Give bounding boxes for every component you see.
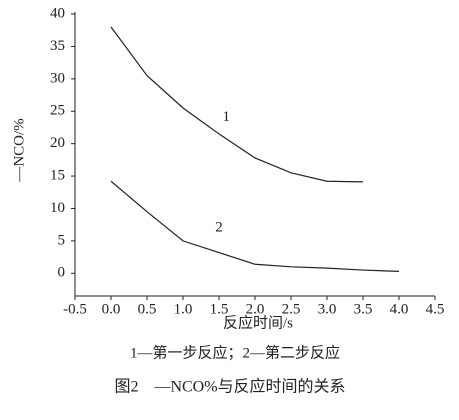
y-tick-label: 5 [58, 232, 66, 248]
x-tick-label: 3.0 [318, 301, 337, 317]
y-axis-label: —NCO/% [11, 118, 27, 182]
line-series [110, 26, 364, 183]
y-tick-label: 30 [50, 70, 65, 86]
x-tick-label: 0.5 [138, 301, 157, 317]
y-tick-label: 0 [58, 265, 66, 281]
y-tick-label: 40 [50, 5, 65, 21]
x-tick-label: 1.0 [174, 301, 193, 317]
y-tick-label: 25 [50, 103, 65, 119]
y-tick-label: 15 [50, 168, 65, 184]
line-series [110, 180, 400, 272]
y-tick-label: 20 [50, 135, 65, 151]
caption: 图2 —NCO%与反应时间的关系 [114, 377, 345, 396]
x-tick-label: -0.5 [63, 301, 87, 317]
series-note: 1—第一步反应；2—第二步反应 [130, 343, 340, 361]
x-tick-label: 0.0 [102, 301, 121, 317]
series-label: 2 [215, 219, 223, 235]
x-tick-label: 2.0 [246, 301, 265, 317]
x-tick-label: 4.5 [426, 301, 445, 317]
y-tick-label: 35 [50, 38, 65, 54]
y-tick-label: 10 [50, 200, 65, 216]
x-tick-label: 1.5 [210, 301, 229, 317]
series-label: 1 [222, 109, 230, 125]
x-axis-label: 反应时间/s [223, 313, 293, 331]
x-tick-label: 2.5 [282, 301, 301, 317]
x-tick-label: 4.0 [390, 301, 409, 317]
x-tick-label: 3.5 [354, 301, 373, 317]
